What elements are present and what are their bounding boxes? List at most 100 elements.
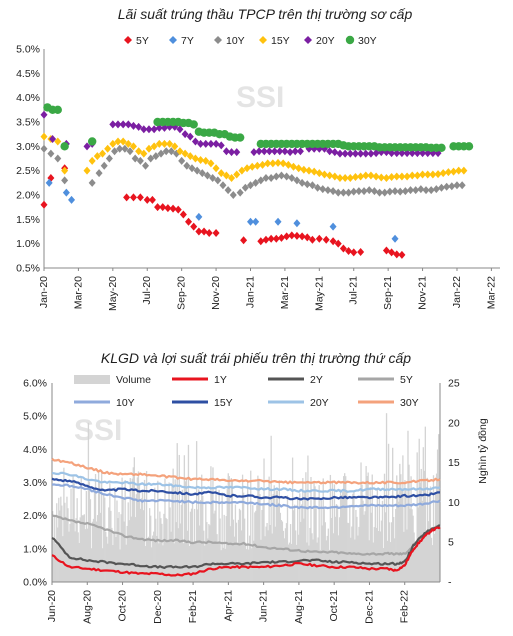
legend-label: 15Y [214, 397, 233, 409]
volume-bar [62, 536, 64, 582]
data-point [255, 147, 263, 156]
data-point [362, 149, 370, 158]
series-30Y [43, 103, 474, 152]
y-tick-label: 1.5% [16, 214, 40, 226]
volume-bar [437, 434, 440, 582]
volume-bar [419, 482, 421, 582]
data-point [403, 172, 411, 181]
data-point [346, 173, 354, 182]
volume-bar [306, 542, 308, 582]
volume-bar [397, 484, 399, 582]
data-point [95, 169, 103, 178]
volume-bar [201, 474, 203, 582]
data-point [453, 181, 461, 190]
data-point [293, 231, 301, 240]
data-point [345, 188, 353, 197]
data-point [224, 186, 232, 195]
y-right-tick-label: 5 [448, 537, 454, 549]
volume-bar [144, 546, 147, 582]
data-point [148, 195, 156, 204]
data-point [357, 149, 365, 158]
volume-bar [167, 540, 169, 582]
series-line-20Y [51, 471, 441, 493]
volume-bar [243, 518, 246, 582]
data-point [49, 135, 57, 144]
data-point [253, 161, 261, 170]
data-point [147, 154, 155, 163]
data-point [267, 234, 275, 243]
data-point [346, 149, 354, 158]
volume-bar [387, 443, 390, 582]
data-point [388, 172, 396, 181]
data-point [54, 137, 62, 146]
volume-bar [178, 454, 180, 582]
volume-bar [206, 522, 208, 582]
volume-bar [77, 532, 79, 582]
y-left-tick-label: 3.0% [23, 477, 47, 489]
volume-bar [210, 466, 212, 582]
volume-bar [350, 537, 352, 582]
volume-bar [367, 472, 369, 582]
volume-bar [145, 471, 148, 582]
data-point [376, 188, 384, 197]
volume-bar [340, 495, 343, 582]
volume-bar [207, 538, 209, 582]
volume-bar [260, 539, 262, 582]
data-point [272, 234, 280, 243]
x-tick-label: Dec-20 [152, 590, 164, 624]
data-point [155, 139, 163, 148]
series-line-1Y [51, 526, 441, 577]
data-point [315, 169, 323, 178]
volume-bar [102, 548, 104, 582]
volume-bar [146, 537, 149, 582]
data-point [114, 137, 122, 146]
volume-bar [328, 549, 331, 582]
x-tick-label: Oct-21 [328, 590, 340, 622]
volume-bar [128, 520, 130, 582]
volume-bar [359, 507, 361, 582]
volume-bar [362, 500, 364, 582]
volume-bar [227, 473, 229, 582]
series-line-5Y [51, 514, 441, 556]
data-point [60, 142, 69, 151]
y-tick-label: 0.5% [16, 263, 40, 275]
volume-bar [168, 482, 170, 582]
volume-bar [108, 507, 110, 582]
data-point [111, 147, 119, 156]
data-point [464, 142, 474, 151]
volume-bar [430, 537, 433, 582]
data-point [419, 170, 427, 179]
volume-bar [147, 536, 150, 582]
data-point [291, 147, 299, 156]
volume-bar [218, 489, 220, 582]
volume-bar [214, 510, 216, 582]
data-point [283, 232, 291, 241]
data-point [119, 120, 127, 129]
data-point [362, 171, 370, 180]
volume-bar [159, 511, 161, 582]
data-point [217, 141, 225, 150]
data-point [439, 169, 447, 178]
data-point [160, 139, 168, 148]
data-point [228, 173, 236, 182]
volume-bar [221, 492, 223, 582]
volume-bar [310, 477, 312, 582]
data-point [121, 144, 129, 153]
data-point [432, 185, 440, 194]
volume-bar [54, 514, 56, 582]
data-point [190, 222, 198, 231]
volume-bar [380, 520, 383, 582]
volume-bar [334, 516, 337, 582]
watermark: SSI [236, 81, 284, 114]
data-point [191, 154, 199, 163]
volume-bar [389, 542, 392, 582]
y-right-tick-label: 25 [448, 378, 460, 390]
volume-bar [429, 486, 432, 582]
volume-bar [318, 485, 320, 582]
data-point [68, 195, 76, 204]
x-tick-label: Aug-21 [293, 590, 305, 624]
chart-title: Lãi suất trúng thầu TPCP trên thị trường… [118, 6, 413, 22]
volume-bar [224, 548, 226, 582]
volume-bar [141, 490, 144, 582]
volume-bar [332, 533, 335, 582]
